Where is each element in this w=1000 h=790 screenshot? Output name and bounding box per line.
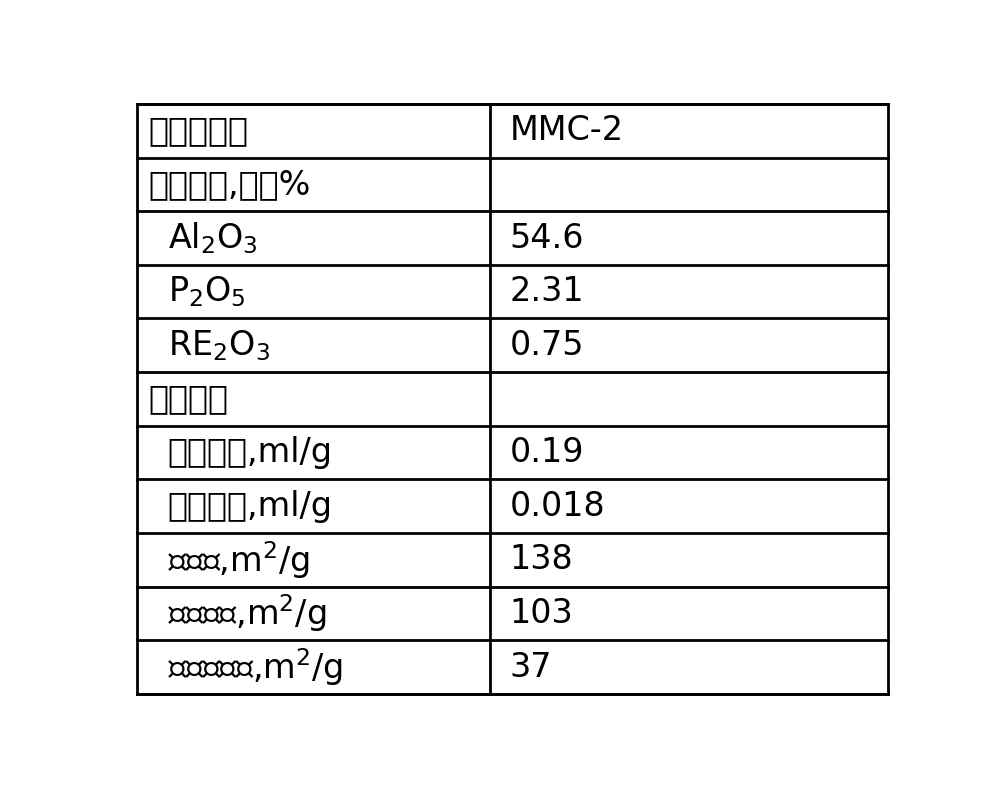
Text: 37: 37 [509,651,552,683]
Text: 微孔体积,ml/g: 微孔体积,ml/g [168,490,333,523]
Text: 催化剂名称: 催化剂名称 [148,115,248,147]
Text: 0.75: 0.75 [509,329,584,362]
Text: 比表面,m$^2$/g: 比表面,m$^2$/g [168,539,309,581]
Text: 基质比表面,m$^2$/g: 基质比表面,m$^2$/g [168,646,343,688]
Text: 物理性质: 物理性质 [148,382,228,416]
Text: 0.19: 0.19 [509,436,584,469]
Text: 化学性质,重量%: 化学性质,重量% [148,168,311,201]
Text: MMC-2: MMC-2 [509,115,623,147]
Text: $\mathrm{RE_2O_3}$: $\mathrm{RE_2O_3}$ [168,328,270,363]
Text: $\mathrm{P_2O_5}$: $\mathrm{P_2O_5}$ [168,274,245,309]
Text: $\mathrm{Al_2O_3}$: $\mathrm{Al_2O_3}$ [168,220,257,256]
Text: 54.6: 54.6 [509,221,584,254]
Text: 103: 103 [509,597,573,630]
Text: 总孔体积,ml/g: 总孔体积,ml/g [168,436,333,469]
Text: 2.31: 2.31 [509,275,584,308]
Text: 微孔面积,m$^2$/g: 微孔面积,m$^2$/g [168,592,326,634]
Text: 0.018: 0.018 [509,490,605,523]
Text: 138: 138 [509,544,573,577]
